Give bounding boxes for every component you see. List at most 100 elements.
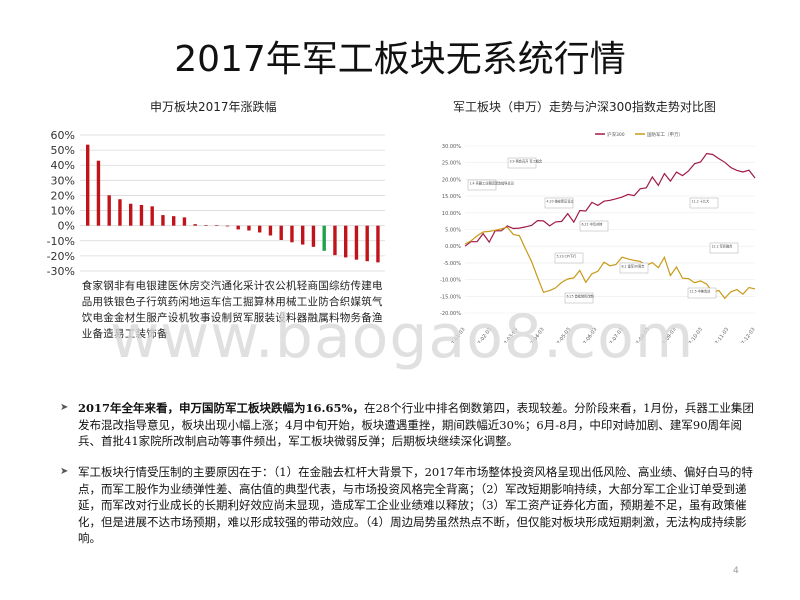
bullet-item-2: ➤ 军工板块行情受压制的主要原因在于：（1）在金融去杠杆大背景下，2017年市场… — [60, 464, 755, 547]
series-line — [464, 226, 756, 300]
bar — [333, 225, 337, 256]
bar-category-label: 掘 — [243, 295, 254, 308]
bar-category-label: 林 — [265, 295, 276, 308]
bar-category-label: 药 — [168, 296, 179, 308]
bar — [86, 144, 90, 226]
bar-ytick-label: 10% — [51, 205, 75, 218]
annotation-box — [544, 197, 574, 209]
bar — [225, 225, 230, 227]
bar-category-label: 生 — [136, 311, 147, 324]
series-line — [464, 152, 756, 247]
bar-category-label: 织 — [340, 296, 351, 308]
bullet-text-2: 军工板块行情受压制的主要原因在于：（1）在金融去杠杆大背景下，2017年市场整体… — [78, 464, 755, 547]
bar-category-label: 属 — [318, 312, 329, 324]
bar — [129, 203, 133, 226]
annotation-box — [554, 252, 584, 264]
bar-ytick-label: 30% — [51, 174, 75, 187]
bar-ytick-label: -20% — [47, 250, 75, 263]
bar-category-label: 牧 — [189, 311, 200, 324]
bar-category-label: 通 — [222, 280, 233, 292]
right-chart-title: 军工板块（申万）走势与沪深300指数走势对比图 — [453, 100, 716, 114]
bar-category-label: 电 — [372, 279, 383, 292]
bar-category-label: 闲 — [179, 295, 190, 308]
bar-category-label: 器 — [297, 312, 308, 324]
bar-category-label: 造 — [103, 327, 114, 340]
bar-category-label: 饮 — [82, 311, 93, 324]
bar — [107, 195, 111, 226]
bar-category-label: 渔 — [372, 312, 383, 324]
line-xtick-label: 2017-11-03 — [709, 327, 731, 343]
bar — [172, 216, 176, 226]
bar-category-label: 家 — [93, 279, 104, 292]
bar-category-label: 医 — [168, 280, 179, 292]
bar-category-label: 化 — [232, 279, 243, 292]
annotation-text: 6.25 首批院所改制 — [567, 294, 594, 299]
annotation-box — [467, 179, 497, 191]
annotation-box — [579, 220, 609, 232]
bar-ytick-label: 0% — [58, 220, 75, 233]
bar-category-label: 铁 — [103, 295, 114, 308]
bar-category-label: 工 — [125, 328, 136, 340]
bar — [354, 225, 359, 260]
line-ytick-label: -15.00% — [440, 294, 461, 300]
watermark: www.baogao8.com — [110, 302, 695, 372]
bar-category-label: 械 — [286, 295, 297, 308]
bar-ytick-label: -10% — [47, 235, 75, 248]
bar-category-label: 用 — [275, 296, 286, 308]
bar-category-label: 银 — [114, 295, 125, 308]
line-ytick-label: 15.00% — [442, 194, 461, 200]
annotation-box — [507, 157, 537, 169]
line-xtick-label: 2017-12-03 — [735, 327, 757, 343]
bar-chart: 60%50%40%30%20%10%0%-10%-20%-30% 食家钢非有电银… — [47, 129, 385, 340]
bar — [96, 160, 101, 226]
bar-category-label: 有 — [125, 279, 136, 292]
bar-ytick-label: 40% — [51, 159, 75, 172]
bar-category-label: 地 — [189, 295, 200, 308]
bar-category-label: 公 — [275, 280, 286, 292]
line-ytick-label: 20.00% — [442, 177, 461, 183]
bar — [182, 217, 187, 226]
bar — [365, 225, 369, 262]
bar-category-label: 国 — [318, 280, 329, 292]
bar-category-label: 农 — [265, 279, 276, 292]
bar-category-label: 纺 — [340, 279, 351, 292]
annotation-box — [564, 292, 594, 304]
bar-ytick-label: 20% — [51, 189, 75, 202]
bar-category-label: 媒 — [351, 295, 362, 308]
bar — [268, 225, 273, 236]
bar-category-label: 食 — [82, 279, 93, 292]
bar-category-label: 综 — [329, 279, 340, 292]
line-chart: 30.00% 25.00% 20.00% 15.00% 10.00% 5.00% 0.00%… — [440, 131, 757, 343]
bar — [161, 215, 165, 226]
bar — [322, 225, 326, 251]
line-ytick-label: -5.00% — [443, 261, 461, 267]
bar-category-label: 钢 — [103, 279, 114, 292]
bar — [236, 225, 240, 230]
bar-category-label: 设 — [275, 312, 286, 324]
bar — [193, 224, 197, 226]
left-chart-title: 申万板块2017年涨跌幅 — [150, 100, 277, 114]
bar-ytick-label: -30% — [47, 265, 75, 278]
bullet-text-1: 2017年全年来看，申万国防军工板块跌幅为16.65%，在28个行业中排名倒数第… — [78, 400, 755, 450]
bar-category-label: 行 — [146, 295, 157, 308]
bar-category-label: 电 — [93, 311, 104, 324]
bar — [204, 225, 208, 226]
bar-category-label: 事 — [200, 311, 211, 324]
bar-category-label: 务 — [351, 311, 362, 324]
bar-category-label: 算 — [254, 295, 265, 308]
bar-category-label: 信 — [222, 296, 233, 308]
bar-category-label: 防 — [318, 295, 329, 308]
bar-category-label: 材 — [125, 311, 136, 324]
bar — [344, 225, 348, 258]
bar-category-label: 料 — [286, 311, 297, 324]
bar — [215, 225, 219, 226]
bar-category-label: 备 — [93, 327, 104, 340]
annotation-text: 3.9 两会召开 军工概念 — [510, 159, 543, 164]
bullet-bold-lead: 2017年全年来看，申万国防军工板块跌幅为16.65%， — [78, 401, 364, 415]
bar — [376, 225, 380, 263]
bar — [311, 225, 316, 247]
bar-category-label: 工 — [297, 296, 308, 308]
bar-category-label: 机 — [179, 311, 190, 324]
bar — [279, 225, 283, 241]
bullet-body: 军工板块行情受压制的主要原因在于：（1）在金融去杠杆大背景下，2017年市场整体… — [78, 465, 753, 545]
